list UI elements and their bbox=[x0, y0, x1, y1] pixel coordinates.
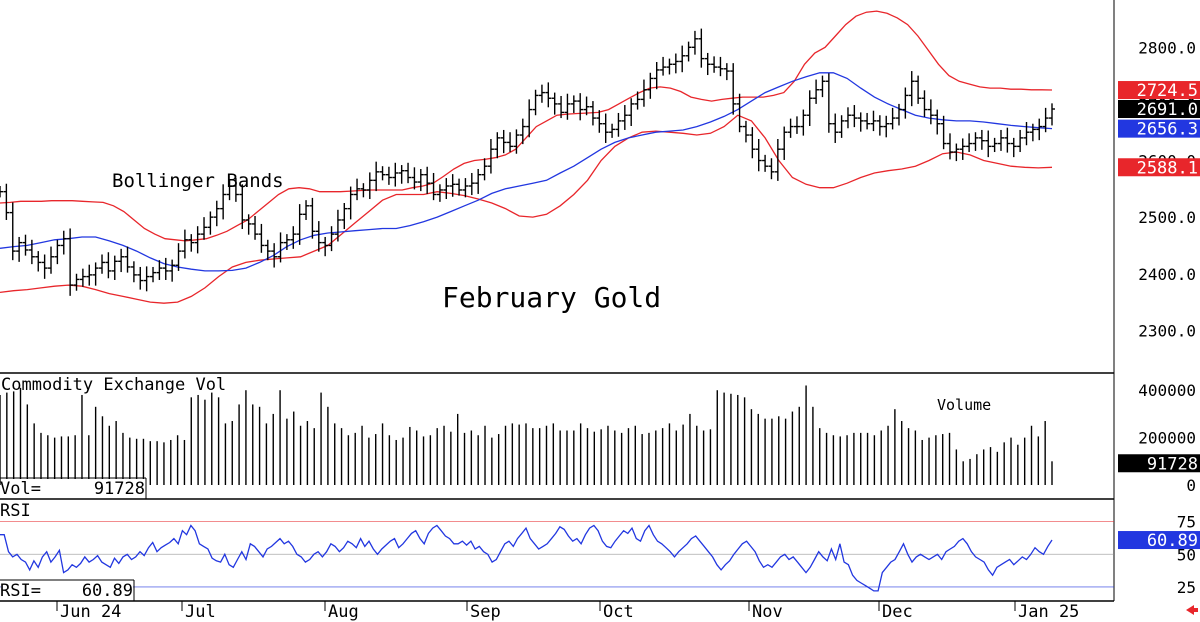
price-axis-tick-2400.0: 2400.0 bbox=[1138, 265, 1196, 284]
time-axis-label: Oct bbox=[603, 602, 634, 622]
price-axis-tick-2500.0: 2500.0 bbox=[1138, 208, 1196, 227]
time-axis-label: Nov bbox=[752, 602, 783, 622]
volume-label: Volume bbox=[937, 396, 991, 414]
bollinger-upper-band bbox=[0, 10, 1053, 242]
middle-band-tag-bg bbox=[1118, 119, 1200, 138]
price-chart-title: February Gold bbox=[442, 281, 661, 314]
volume-readout-label: Vol= bbox=[0, 479, 41, 499]
rsi-axis-tick-25: 25 bbox=[1177, 578, 1196, 597]
middle-band-tag: 2656.3 bbox=[1137, 120, 1198, 140]
volume-axis-tick-400000: 400000 bbox=[1138, 381, 1196, 400]
scroll-left-arrow-icon[interactable] bbox=[1186, 605, 1198, 615]
time-axis-label: Aug bbox=[328, 602, 359, 622]
price-axis-tick-2800.0: 2800.0 bbox=[1138, 38, 1196, 57]
last-price-tag: 2691.0 bbox=[1137, 100, 1198, 120]
time-axis-label: Jul bbox=[185, 602, 216, 622]
upper-band-tag: 2724.5 bbox=[1137, 81, 1198, 101]
volume-last-tag-bg bbox=[1118, 454, 1200, 473]
volume-readout-box bbox=[1, 479, 145, 498]
rsi-last-tag: 60.89 bbox=[1147, 531, 1198, 551]
volume-axis-tick-200000: 200000 bbox=[1138, 429, 1196, 448]
volume-readout-value: 91728 bbox=[94, 479, 145, 499]
rsi-readout-box bbox=[1, 581, 133, 600]
rsi-axis-tick-75: 75 bbox=[1177, 513, 1196, 532]
bollinger-middle-band bbox=[0, 72, 1053, 272]
rsi-axis-tick-50: 50 bbox=[1177, 545, 1196, 564]
bollinger-lower-band bbox=[0, 114, 1053, 304]
volume-axis-tick-0: 0 bbox=[1186, 476, 1196, 495]
time-axis: Jun 24 Jul Aug Sep Oct Nov Dec Jan 25 bbox=[56, 601, 1079, 622]
rsi-last-tag-bg bbox=[1118, 531, 1200, 550]
time-axis-label: Jan 25 bbox=[1018, 602, 1079, 622]
time-axis-label: Jun 24 bbox=[60, 602, 121, 622]
price-axis-tick-2300.0: 2300.0 bbox=[1138, 321, 1196, 340]
rsi-panel-title: RSI bbox=[0, 501, 31, 521]
last-price-tag-bg bbox=[1118, 100, 1200, 119]
rsi-readout-value: 60.89 bbox=[82, 581, 133, 601]
lower-band-tag-bg bbox=[1118, 158, 1200, 177]
rsi-panel: 75 50 25 60.89 bbox=[0, 513, 1200, 601]
volume-panel: 400000 200000 0 91728 bbox=[0, 381, 1200, 499]
upper-band-tag-bg bbox=[1118, 81, 1200, 100]
volume-panel-title: Commodity Exchange Vol bbox=[1, 375, 226, 395]
time-axis-label: Dec bbox=[882, 602, 913, 622]
time-axis-label: Sep bbox=[470, 602, 501, 622]
rsi-line bbox=[0, 524, 1053, 592]
volume-last-tag: 91728 bbox=[1147, 454, 1198, 474]
bollinger-label: Bollinger Bands bbox=[112, 170, 284, 192]
lower-band-tag: 2588.1 bbox=[1137, 158, 1198, 178]
price-panel: 2800.02700.02600.02500.02400.02300.02724… bbox=[0, 10, 1200, 340]
rsi-readout-label: RSI= bbox=[0, 581, 41, 601]
